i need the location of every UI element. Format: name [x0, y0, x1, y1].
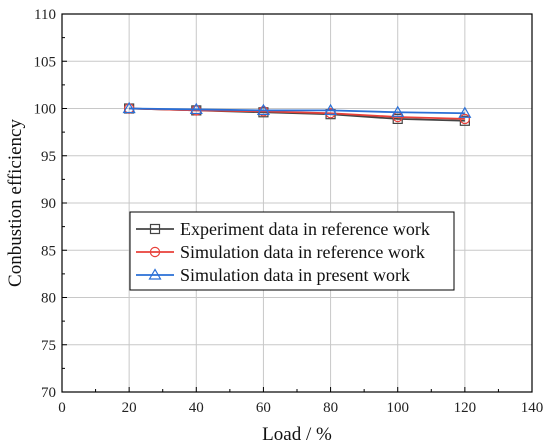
circle-marker	[149, 246, 161, 258]
y-tick-label: 70	[41, 385, 56, 401]
series-3	[122, 101, 472, 118]
grid	[62, 14, 532, 392]
legend-label: Simulation data in reference work	[180, 242, 425, 262]
y-tick-label: 95	[41, 149, 56, 165]
legend-label: Experiment data in reference work	[180, 219, 430, 239]
tick-layer: 0 20 40 60 80 100 120 140 70 75 80 85 90 95 100 105 110	[34, 7, 544, 416]
x-tick-label: 120	[454, 400, 477, 416]
y-tick-label: 75	[41, 338, 56, 354]
y-tick-label: 105	[34, 54, 57, 70]
legend-entry: Simulation data in reference work	[136, 242, 425, 262]
y-axis-title: Conbustion efficiency	[5, 119, 26, 287]
triangle-marker	[324, 103, 338, 115]
x-tick-label: 100	[386, 400, 409, 416]
x-tick-label: 80	[323, 400, 338, 416]
legend-box	[129, 211, 455, 291]
y-tick-label: 100	[34, 102, 57, 118]
y-tick-label: 85	[41, 243, 56, 259]
legend: Experiment data in reference work Simulat…	[129, 211, 455, 291]
legend-label: Simulation data in present work	[180, 265, 410, 285]
x-tick-label: 0	[58, 400, 66, 416]
triangle-marker	[189, 102, 203, 115]
circle-marker	[459, 113, 471, 125]
legend-entries: Experiment data in reference work Simulat…	[136, 219, 430, 285]
circle-marker	[258, 106, 269, 117]
series-layer	[122, 101, 472, 126]
x-tick-label: 140	[521, 400, 544, 416]
legend-entry: Simulation data in present work	[136, 265, 410, 285]
x-tick-label: 20	[122, 400, 137, 416]
y-tick-label: 90	[41, 196, 56, 212]
triangle-marker	[458, 106, 472, 118]
x-axis-title: Load / %	[262, 424, 332, 445]
triangle-marker	[256, 103, 270, 115]
y-tick-label: 110	[34, 7, 56, 23]
square-marker	[149, 223, 161, 235]
legend-entry: Experiment data in reference work	[136, 219, 430, 239]
series-1	[124, 103, 470, 126]
triangle-marker	[391, 105, 405, 117]
triangle-marker	[122, 101, 136, 114]
x-tick-label: 60	[256, 400, 271, 416]
y-tick-label: 80	[41, 291, 56, 307]
x-tick-label: 40	[189, 400, 204, 416]
triangle-marker	[148, 268, 162, 280]
series-line	[129, 107, 465, 115]
